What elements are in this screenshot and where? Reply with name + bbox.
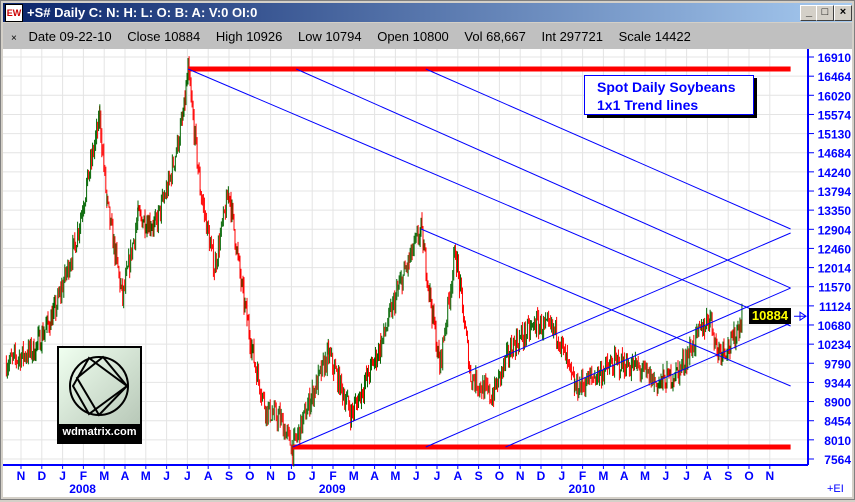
x-tick-label: A (620, 469, 629, 483)
x-tick-label: A (453, 469, 462, 483)
y-tick-label: 15130 (818, 128, 852, 142)
logo-emblem-icon (69, 355, 129, 417)
y-tick-label: 8010 (824, 434, 851, 448)
x-tick-label: N (765, 469, 774, 483)
y-tick-label: 12014 (818, 262, 852, 276)
x-tick-label: J (413, 469, 420, 483)
y-tick-label: 8900 (824, 396, 851, 410)
app-icon: EW (5, 4, 23, 22)
y-tick-label: 8454 (824, 415, 851, 429)
y-tick-label: 11124 (819, 300, 851, 314)
y-tick-label: 13350 (818, 204, 852, 218)
x-tick-label: J (184, 469, 191, 483)
info-open: Open 10800 (377, 29, 449, 44)
trend-line (505, 322, 791, 448)
x-tick-label: S (724, 469, 732, 483)
annotation-line-1: Spot Daily Soybeans (597, 79, 736, 95)
y-tick-label: 12904 (818, 223, 852, 237)
x-tick-label: N (516, 469, 525, 483)
price-chart[interactable]: 16910 16464 16020 15574 15130 14684 14240 13794… (3, 49, 852, 497)
x-tick-label: A (370, 469, 379, 483)
x-tick-label: F (579, 469, 586, 483)
year-label: 2009 (319, 482, 346, 496)
x-tick-label: J (434, 469, 441, 483)
x-tick-label: J (309, 469, 316, 483)
x-tick-label: N (17, 469, 26, 483)
x-tick-label: J (662, 469, 669, 483)
x-tick-label: M (390, 469, 400, 483)
year-label: 2008 (69, 482, 96, 496)
y-tick-label: 9344 (824, 376, 851, 390)
maximize-button[interactable]: □ (816, 5, 834, 21)
x-tick-label: M (141, 469, 151, 483)
x-tick-label: O (744, 469, 753, 483)
trend-line (420, 228, 791, 387)
chart-area[interactable]: 16910 16464 16020 15574 15130 14684 14240 13794… (3, 49, 852, 497)
x-tick-label: F (80, 469, 87, 483)
x-tick-label: M (640, 469, 650, 483)
y-tick-label: 12460 (818, 242, 852, 256)
x-tick-label: F (329, 469, 336, 483)
y-tick-label: 16020 (818, 89, 852, 103)
logo-text: wdmatrix.com (62, 426, 137, 438)
close-pane-icon[interactable]: × (11, 33, 17, 44)
trend-line (295, 68, 791, 289)
close-button[interactable]: × (834, 5, 852, 21)
y-tick-label: 13794 (818, 185, 852, 199)
x-tick-label: D (37, 469, 46, 483)
trend-line (292, 232, 791, 448)
x-tick-label: J (59, 469, 66, 483)
info-int: Int 297721 (541, 29, 603, 44)
y-tick-label: 9790 (824, 357, 851, 371)
x-tick-label: D (537, 469, 546, 483)
y-tick-label: 11570 (818, 281, 851, 295)
trend-line (425, 68, 791, 230)
year-label: 2010 (568, 482, 595, 496)
info-low: Low 10794 (297, 29, 362, 44)
info-vol: Vol 68,667 (464, 29, 526, 44)
y-tick-label: 14684 (818, 147, 852, 161)
x-tick-label: M (349, 469, 359, 483)
y-tick-label: 7564 (824, 453, 851, 467)
y-tick-label: 15574 (818, 108, 852, 122)
y-tick-label: 14240 (818, 166, 852, 180)
x-tick-label: O (495, 469, 504, 483)
annotation-line-2: 1x1 Trend lines (597, 97, 699, 113)
info-bar: × Date 09-22-10 Close 10884 High 10926 L… (3, 23, 852, 49)
title-bar: EW +S# Daily C: N: H: L: O: B: A: V:0 OI… (3, 3, 852, 22)
x-tick-label: J (558, 469, 565, 483)
x-tick-label: A (121, 469, 130, 483)
info-scale: Scale 14422 (618, 29, 691, 44)
wdmatrix-logo: wdmatrix.com (57, 346, 142, 444)
last-price-marker-icon (794, 311, 807, 322)
window-title: +S# Daily C: N: H: L: O: B: A: V:0 OI:0 (27, 5, 258, 20)
info-date: Date 09-22-10 (28, 29, 112, 44)
trend-line (187, 68, 791, 327)
x-tick-label: J (683, 469, 690, 483)
y-tick-label: 16464 (818, 70, 852, 84)
x-tick-label: A (204, 469, 213, 483)
x-tick-label: S (475, 469, 483, 483)
x-tick-label: D (287, 469, 296, 483)
y-tick-label: 10680 (818, 319, 852, 333)
last-price-label: 10884 (749, 308, 791, 325)
info-close: Close 10884 (127, 29, 201, 44)
x-tick-label: M (598, 469, 608, 483)
chart-annotation: Spot Daily Soybeans 1x1 Trend lines (584, 75, 754, 115)
x-tick-label: J (163, 469, 170, 483)
x-tick-label: O (245, 469, 254, 483)
x-tick-label: A (703, 469, 712, 483)
y-tick-label: 10234 (818, 338, 852, 352)
x-tick-label: M (99, 469, 109, 483)
ei-label: +EI (827, 483, 844, 495)
x-tick-label: N (266, 469, 275, 483)
x-tick-label: S (225, 469, 233, 483)
y-tick-label: 16910 (818, 51, 852, 65)
trend-line (425, 287, 791, 448)
info-high: High 10926 (215, 29, 283, 44)
